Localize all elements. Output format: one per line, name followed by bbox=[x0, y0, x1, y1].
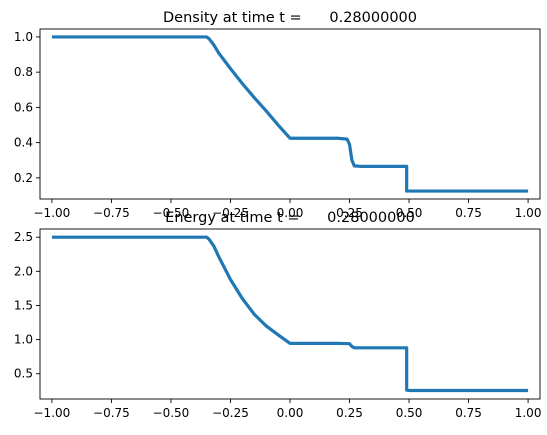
density-xtick-label: −0.75 bbox=[93, 206, 130, 220]
energy-axes-frame bbox=[39, 228, 541, 400]
energy-xtick-label: −0.75 bbox=[93, 406, 130, 420]
density-xtick-label: −0.50 bbox=[153, 206, 190, 220]
energy-ytick-label: 1.0 bbox=[14, 333, 33, 347]
energy-xtick-label: 0.25 bbox=[336, 406, 363, 420]
density-ytick-label: 0.8 bbox=[14, 65, 33, 79]
energy-series-line bbox=[51, 235, 529, 393]
energy-xtick-label: 0.00 bbox=[277, 406, 304, 420]
energy-ytick-label: 2.0 bbox=[14, 264, 33, 278]
energy-xtick-label: −0.50 bbox=[153, 406, 190, 420]
chart-density: −1.00 −0.75 −0.50 −0.25 0.00 0.25 0.50 0.75 1.00… bbox=[14, 10, 542, 220]
density-chart-title: Density at time t = 0.28000000 bbox=[163, 10, 417, 26]
energy-ytick-label: 1.5 bbox=[14, 298, 33, 312]
energy-ytick-label: 2.5 bbox=[14, 230, 33, 244]
energy-xtick-label: 0.75 bbox=[455, 406, 482, 420]
density-ytick-label: 1.0 bbox=[14, 30, 33, 44]
density-xtick-label: −0.25 bbox=[212, 206, 249, 220]
energy-xtick-label: 1.00 bbox=[515, 406, 542, 420]
energy-ytick-label: 0.5 bbox=[14, 367, 33, 381]
density-ytick-label: 0.4 bbox=[14, 136, 33, 150]
energy-xtick-label: −1.00 bbox=[34, 406, 71, 420]
density-xtick-label: 0.00 bbox=[277, 206, 304, 220]
density-xtick-label: −1.00 bbox=[34, 206, 71, 220]
density-xtick-label: 0.25 bbox=[336, 206, 363, 220]
density-ytick-label: 0.2 bbox=[14, 171, 33, 185]
density-xtick-label: 0.75 bbox=[455, 206, 482, 220]
density-axes-frame bbox=[39, 28, 541, 200]
density-ytick-label: 0.6 bbox=[14, 100, 33, 114]
density-xtick-label: 0.50 bbox=[396, 206, 423, 220]
energy-chart-title: Energy at time t = 0.28000000 bbox=[165, 210, 415, 226]
density-xtick-label: 1.00 bbox=[515, 206, 542, 220]
energy-xtick-label: 0.50 bbox=[396, 406, 423, 420]
density-series-line bbox=[51, 35, 529, 193]
energy-xtick-label: −0.25 bbox=[212, 406, 249, 420]
chart-energy: −1.00 −0.75 −0.50 −0.25 0.00 0.25 0.50 0.75 1.00… bbox=[14, 210, 542, 420]
